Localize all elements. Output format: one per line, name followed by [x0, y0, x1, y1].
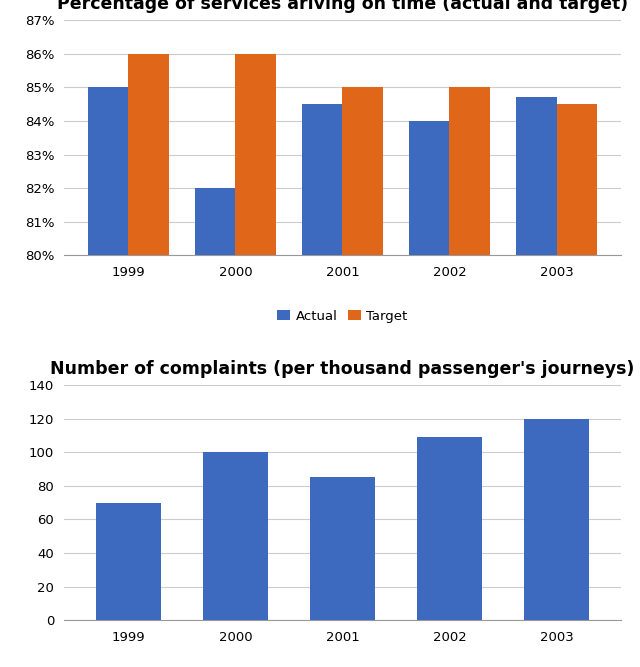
Bar [203, 452, 268, 620]
Bar [449, 87, 490, 667]
Bar [301, 104, 342, 667]
Bar [96, 503, 161, 620]
Title: Number of complaints (per thousand passenger's journeys): Number of complaints (per thousand passe… [50, 360, 635, 378]
Bar [524, 418, 589, 620]
Bar [409, 121, 449, 667]
Bar [417, 437, 482, 620]
Bar [342, 87, 383, 667]
Bar [516, 97, 557, 667]
Bar [195, 188, 236, 667]
Bar [128, 53, 169, 667]
Title: Percentage of services ariving on time (actual and target): Percentage of services ariving on time (… [57, 0, 628, 13]
Bar [310, 478, 375, 620]
Legend: Actual, Target: Actual, Target [272, 304, 413, 328]
Bar [236, 53, 276, 667]
Bar [88, 87, 128, 667]
Bar [557, 104, 597, 667]
